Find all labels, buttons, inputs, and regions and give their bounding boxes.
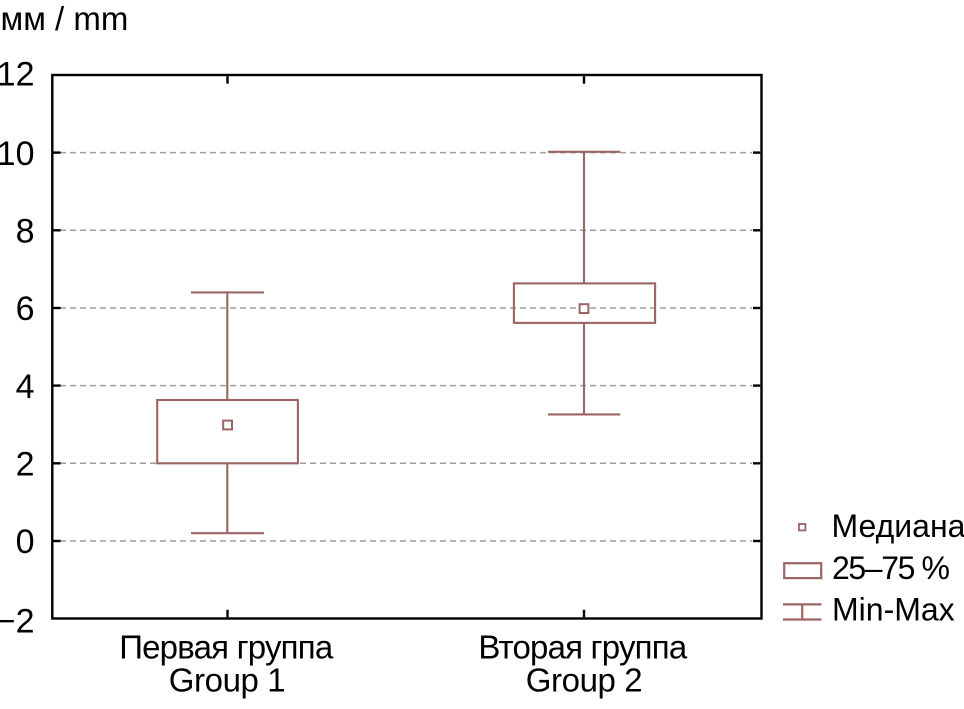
- svg-text:10: 10: [0, 135, 35, 173]
- svg-text:Медиана: Медиана: [832, 508, 964, 544]
- svg-text:2: 2: [16, 446, 35, 484]
- svg-text:12: 12: [0, 56, 35, 94]
- svg-text:Min-Max: Min-Max: [832, 592, 955, 628]
- svg-text:−2: −2: [0, 602, 35, 640]
- svg-text:6: 6: [16, 290, 35, 328]
- svg-text:Group 1: Group 1: [169, 662, 285, 699]
- svg-text:25–75 %: 25–75 %: [832, 550, 949, 586]
- svg-text:8: 8: [16, 213, 35, 251]
- svg-text:Group 2: Group 2: [526, 662, 642, 699]
- svg-text:4: 4: [16, 368, 35, 406]
- svg-text:мм / mm: мм / mm: [1, 0, 129, 37]
- svg-text:Вторая группа: Вторая группа: [478, 628, 687, 665]
- svg-text:0: 0: [16, 523, 35, 561]
- svg-text:Первая группа: Первая группа: [119, 628, 334, 665]
